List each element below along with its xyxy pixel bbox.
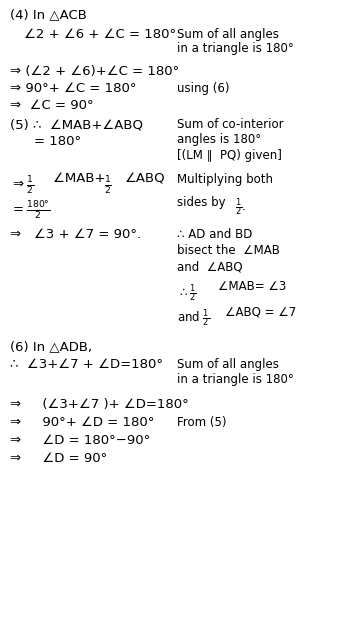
Text: ⇒     ∠D = 180°−90°: ⇒ ∠D = 180°−90° xyxy=(10,434,150,447)
Text: (6) In △ADB,: (6) In △ADB, xyxy=(10,340,92,353)
Text: ∠ABQ: ∠ABQ xyxy=(124,172,165,185)
Text: using (6): using (6) xyxy=(177,82,230,95)
Text: and  ∠ABQ: and ∠ABQ xyxy=(177,260,243,273)
Text: in a triangle is 180°: in a triangle is 180° xyxy=(177,42,294,55)
Text: Multiplying both: Multiplying both xyxy=(177,173,273,186)
Text: $= \frac{180°}{2}$: $= \frac{180°}{2}$ xyxy=(10,200,51,222)
Text: $\Rightarrow \frac{1}{2}$: $\Rightarrow \frac{1}{2}$ xyxy=(10,175,34,197)
Text: ⇒     ∠D = 90°: ⇒ ∠D = 90° xyxy=(10,452,107,465)
Text: in a triangle is 180°: in a triangle is 180° xyxy=(177,373,294,386)
Text: ∠2 + ∠6 + ∠C = 180°: ∠2 + ∠6 + ∠C = 180° xyxy=(24,28,176,41)
Text: Sum of all angles: Sum of all angles xyxy=(177,28,279,41)
Text: (4) In △ACB: (4) In △ACB xyxy=(10,8,87,21)
Text: and $\frac{1}{2}$: and $\frac{1}{2}$ xyxy=(177,307,210,329)
Text: sides by: sides by xyxy=(177,196,230,209)
Text: = 180°: = 180° xyxy=(34,135,81,148)
Text: Sum of co-interior: Sum of co-interior xyxy=(177,118,284,131)
Text: ⇒  ∠C = 90°: ⇒ ∠C = 90° xyxy=(10,99,94,112)
Text: ∠MAB= ∠3: ∠MAB= ∠3 xyxy=(218,280,286,293)
Text: $\frac{1}{2}$.: $\frac{1}{2}$. xyxy=(235,196,247,218)
Text: Sum of all angles: Sum of all angles xyxy=(177,358,279,371)
Text: $\therefore \frac{1}{2}$: $\therefore \frac{1}{2}$ xyxy=(177,282,197,304)
Text: ∴  ∠3+∠7 + ∠D=180°: ∴ ∠3+∠7 + ∠D=180° xyxy=(10,358,163,371)
Text: ⇒   ∠3 + ∠7 = 90°.: ⇒ ∠3 + ∠7 = 90°. xyxy=(10,228,142,241)
Text: [(LM ∥  PQ) given]: [(LM ∥ PQ) given] xyxy=(177,149,282,162)
Text: bisect the  ∠MAB: bisect the ∠MAB xyxy=(177,244,280,257)
Text: ⇒ 90°+ ∠C = 180°: ⇒ 90°+ ∠C = 180° xyxy=(10,82,137,95)
Text: $\frac{1}{2}$: $\frac{1}{2}$ xyxy=(104,175,112,197)
Text: ∴ AD and BD: ∴ AD and BD xyxy=(177,228,253,241)
Text: ⇒     (∠3+∠7 )+ ∠D=180°: ⇒ (∠3+∠7 )+ ∠D=180° xyxy=(10,398,189,411)
Text: ⇒     90°+ ∠D = 180°: ⇒ 90°+ ∠D = 180° xyxy=(10,416,154,429)
Text: angles is 180°: angles is 180° xyxy=(177,133,262,146)
Text: (5) ∴  ∠MAB+∠ABQ: (5) ∴ ∠MAB+∠ABQ xyxy=(10,118,143,131)
Text: From (5): From (5) xyxy=(177,416,227,429)
Text: ⇒ (∠2 + ∠6)+∠C = 180°: ⇒ (∠2 + ∠6)+∠C = 180° xyxy=(10,65,179,78)
Text: ∠MAB+: ∠MAB+ xyxy=(53,172,109,185)
Text: ∠ABQ = ∠7: ∠ABQ = ∠7 xyxy=(225,305,296,318)
